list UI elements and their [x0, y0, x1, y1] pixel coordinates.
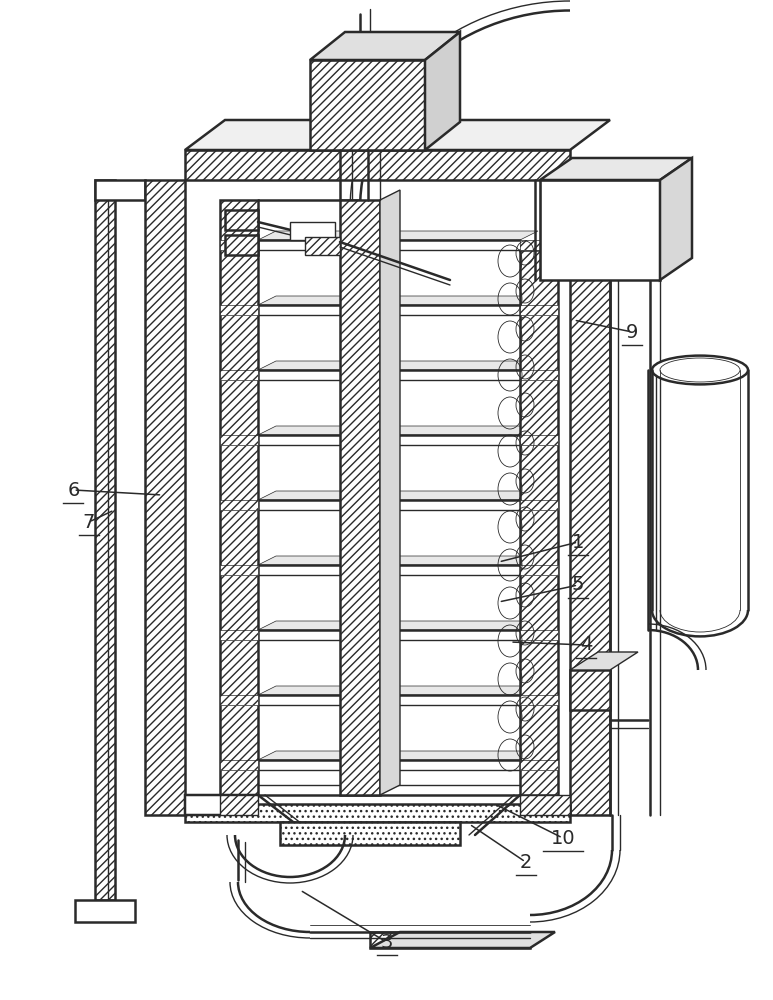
Polygon shape [220, 760, 258, 770]
Polygon shape [290, 222, 335, 240]
Polygon shape [145, 180, 185, 815]
Bar [310, 60, 425, 150]
Polygon shape [520, 240, 558, 250]
Polygon shape [220, 795, 258, 815]
Polygon shape [520, 630, 558, 640]
Polygon shape [220, 305, 258, 315]
Polygon shape [185, 150, 570, 180]
Polygon shape [370, 932, 530, 948]
Bar [185, 804, 570, 822]
Polygon shape [220, 695, 258, 705]
Polygon shape [340, 200, 380, 795]
Polygon shape [258, 686, 538, 695]
Bar [310, 60, 425, 150]
Text: 6: 6 [67, 481, 80, 499]
Ellipse shape [652, 356, 748, 384]
Text: 3: 3 [380, 932, 393, 952]
Polygon shape [220, 370, 258, 380]
Polygon shape [520, 565, 558, 575]
Polygon shape [540, 158, 692, 180]
Text: 10: 10 [550, 828, 575, 848]
Polygon shape [570, 245, 610, 815]
Polygon shape [95, 180, 115, 900]
Polygon shape [258, 426, 538, 435]
Polygon shape [220, 200, 258, 795]
Polygon shape [95, 180, 145, 200]
Text: 7: 7 [83, 512, 95, 532]
Polygon shape [520, 760, 558, 770]
Polygon shape [380, 190, 400, 795]
Polygon shape [520, 250, 558, 795]
Polygon shape [220, 435, 258, 445]
Polygon shape [258, 751, 538, 760]
Polygon shape [220, 240, 258, 250]
Polygon shape [258, 296, 538, 305]
Polygon shape [258, 491, 538, 500]
Polygon shape [370, 932, 555, 948]
Text: 4: 4 [580, 636, 592, 654]
Polygon shape [520, 370, 558, 380]
Polygon shape [185, 795, 258, 815]
Polygon shape [258, 361, 538, 370]
Polygon shape [258, 621, 538, 630]
Polygon shape [280, 822, 460, 845]
Polygon shape [520, 500, 558, 510]
Polygon shape [520, 695, 558, 705]
Polygon shape [305, 237, 340, 255]
Polygon shape [310, 32, 460, 60]
Polygon shape [425, 32, 460, 150]
Polygon shape [570, 670, 610, 710]
Polygon shape [225, 235, 258, 255]
Polygon shape [520, 435, 558, 445]
Text: 2: 2 [519, 852, 532, 871]
Polygon shape [258, 231, 538, 240]
Polygon shape [258, 556, 538, 565]
Polygon shape [185, 120, 610, 150]
Polygon shape [220, 630, 258, 640]
Polygon shape [570, 652, 638, 670]
Text: 1: 1 [572, 532, 584, 552]
Text: 9: 9 [626, 322, 638, 342]
Polygon shape [225, 210, 258, 230]
Polygon shape [220, 500, 258, 510]
Polygon shape [220, 565, 258, 575]
Polygon shape [660, 158, 692, 280]
Bar [185, 804, 570, 822]
Polygon shape [520, 305, 558, 315]
Text: 5: 5 [572, 576, 584, 594]
Polygon shape [75, 900, 135, 922]
Bar [540, 180, 660, 280]
Polygon shape [520, 795, 570, 815]
